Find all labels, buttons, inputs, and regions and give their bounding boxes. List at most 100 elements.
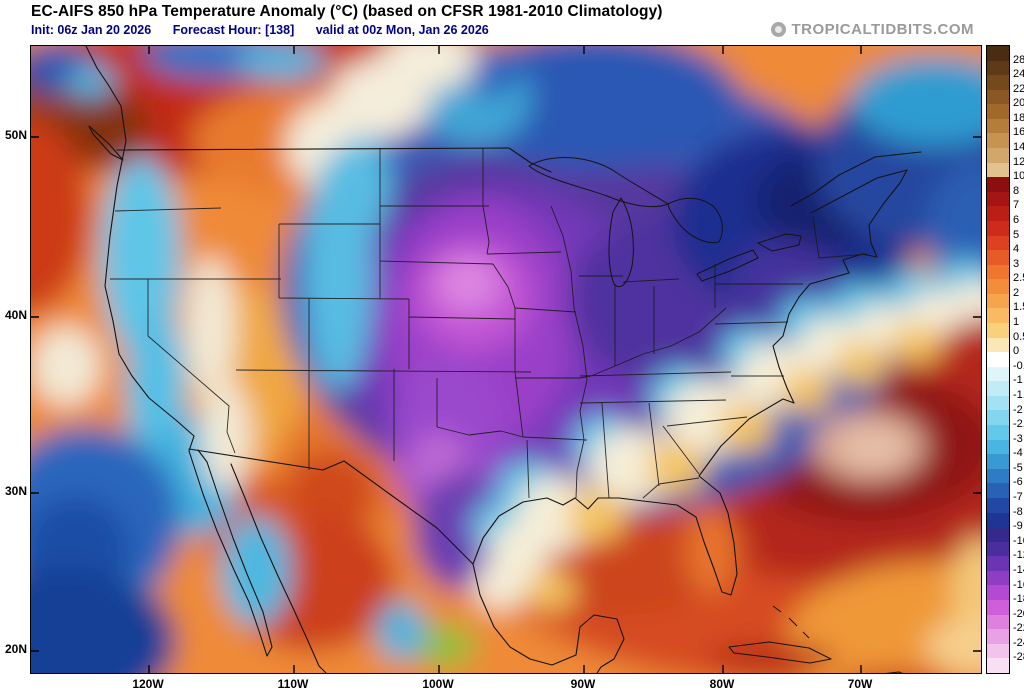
colorbar-segment: [987, 527, 1009, 542]
colorbar-segment: [987, 133, 1009, 148]
colorbar-segment: [987, 352, 1009, 367]
colorbar-label: 16: [1013, 125, 1024, 139]
colorbar-label: -12: [1013, 548, 1024, 562]
colorbar-label: 22: [1013, 82, 1024, 96]
colorbar-label: -2: [1013, 403, 1023, 417]
colorbar-segment: [987, 119, 1009, 134]
colorbar-segment: [987, 250, 1009, 265]
colorbar: [986, 45, 1010, 674]
lon-label-110w: 110W: [273, 677, 313, 691]
colorbar-label: -8: [1013, 505, 1023, 519]
lat-label-40n: 40N: [0, 308, 27, 322]
colorbar-segment: [987, 440, 1009, 455]
colorbar-label: 2.5: [1013, 271, 1024, 285]
colorbar-segment: [987, 498, 1009, 513]
colorbar-segment: [987, 644, 1009, 659]
colorbar-segment: [987, 104, 1009, 119]
site-watermark-text: TROPICALTIDBITS.COM: [791, 21, 974, 38]
colorbar-segment: [987, 396, 1009, 411]
colorbar-segment: [987, 542, 1009, 557]
colorbar-segment: [987, 265, 1009, 280]
colorbar-label: 0.5: [1013, 330, 1024, 344]
colorbar-segment: [987, 381, 1009, 396]
colorbar-segment: [987, 629, 1009, 644]
colorbar-segment: [987, 308, 1009, 323]
colorbar-segment: [987, 658, 1009, 673]
colorbar-label: 10: [1013, 169, 1024, 183]
colorbar-label: -28: [1013, 650, 1024, 664]
colorbar-label: -9: [1013, 519, 1023, 533]
colorbar-segment: [987, 294, 1009, 309]
colorbar-label: 6: [1013, 213, 1019, 227]
colorbar-segment: [987, 236, 1009, 251]
colorbar-label: -22: [1013, 621, 1024, 635]
colorbar-segment: [987, 556, 1009, 571]
colorbar-segment: [987, 338, 1009, 353]
run-info-bar: Init: 06z Jan 20 2026 Forecast Hour: [13…: [31, 23, 507, 37]
anomaly-map-svg[interactable]: [31, 46, 981, 673]
colorbar-label: 3: [1013, 257, 1019, 271]
colorbar-segment: [987, 483, 1009, 498]
colorbar-label: -16: [1013, 578, 1024, 592]
lon-label-70w: 70W: [840, 677, 880, 691]
map-canvas[interactable]: [30, 45, 982, 674]
colorbar-segment: [987, 323, 1009, 338]
colorbar-segment: [987, 206, 1009, 221]
lat-label-30n: 30N: [0, 484, 27, 498]
tropicaltidbits-logo-icon: [771, 22, 786, 37]
forecast-hour: Forecast Hour: [138]: [173, 23, 295, 37]
colorbar-label: -3: [1013, 432, 1023, 446]
lat-label-50n: 50N: [0, 128, 27, 142]
colorbar-label: -4: [1013, 446, 1023, 460]
colorbar-label: -2.5: [1013, 417, 1024, 431]
lon-label-80w: 80W: [702, 677, 742, 691]
colorbar-label: 18: [1013, 111, 1024, 125]
site-watermark[interactable]: TROPICALTIDBITS.COM: [771, 21, 974, 38]
colorbar-label: 7: [1013, 198, 1019, 212]
colorbar-label: 24: [1013, 67, 1024, 81]
colorbar-label: 12: [1013, 155, 1024, 169]
colorbar-label: -6: [1013, 475, 1023, 489]
colorbar-label: 4: [1013, 242, 1019, 256]
colorbar-segment: [987, 279, 1009, 294]
colorbar-segment: [987, 425, 1009, 440]
colorbar-segment: [987, 221, 1009, 236]
valid-time: valid at 00z Mon, Jan 26 2026: [316, 23, 489, 37]
colorbar-label: 1: [1013, 315, 1019, 329]
colorbar-label: -14: [1013, 563, 1024, 577]
colorbar-segment: [987, 192, 1009, 207]
colorbar-label: 2: [1013, 286, 1019, 300]
colorbar-segment: [987, 571, 1009, 586]
colorbar-segment: [987, 148, 1009, 163]
colorbar-segment: [987, 75, 1009, 90]
colorbar-label: -5: [1013, 461, 1023, 475]
colorbar-label: 1.5: [1013, 300, 1024, 314]
colorbar-segment: [987, 90, 1009, 105]
lon-label-90w: 90W: [563, 677, 603, 691]
colorbar-label: -18: [1013, 592, 1024, 606]
colorbar-label: -0.5: [1013, 359, 1024, 373]
colorbar-label: 20: [1013, 96, 1024, 110]
colorbar-segment: [987, 163, 1009, 178]
colorbar-label: -1: [1013, 373, 1023, 387]
colorbar-segment: [987, 61, 1009, 76]
colorbar-segment: [987, 585, 1009, 600]
colorbar-label: -20: [1013, 607, 1024, 621]
colorbar-label: 8: [1013, 184, 1019, 198]
colorbar-label: -24: [1013, 636, 1024, 650]
colorbar-label: 0: [1013, 344, 1019, 358]
colorbar-segment: [987, 469, 1009, 484]
page-title: EC-AIFS 850 hPa Temperature Anomaly (°C)…: [31, 3, 663, 21]
init-time: Init: 06z Jan 20 2026: [31, 23, 151, 37]
colorbar-label: -1.5: [1013, 388, 1024, 402]
colorbar-segment: [987, 513, 1009, 528]
colorbar-label: 28: [1013, 53, 1024, 67]
lat-label-20n: 20N: [0, 642, 27, 656]
colorbar-label: -7: [1013, 490, 1023, 504]
colorbar-segment: [987, 615, 1009, 630]
colorbar-segment: [987, 454, 1009, 469]
colorbar-segment: [987, 177, 1009, 192]
colorbar-segment: [987, 46, 1009, 61]
colorbar-label: -10: [1013, 534, 1024, 548]
colorbar-segment: [987, 367, 1009, 382]
